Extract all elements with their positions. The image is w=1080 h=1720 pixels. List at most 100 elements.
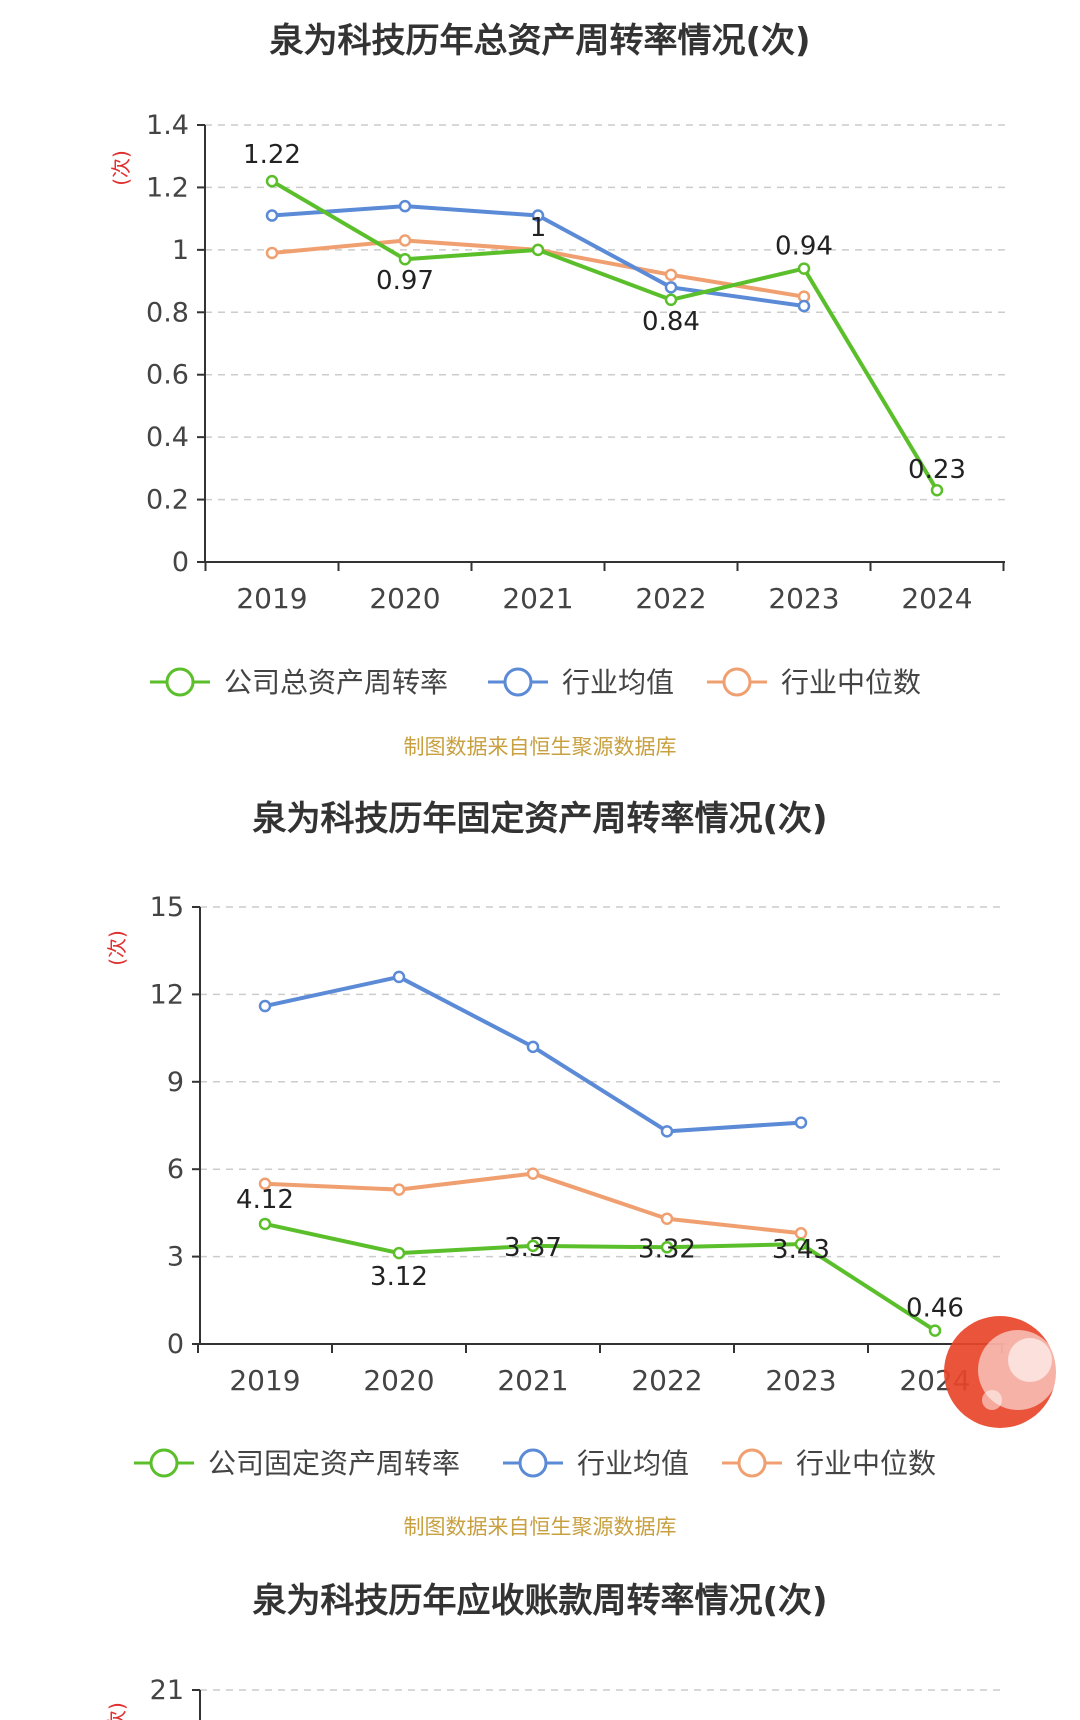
chart-receivables-turnover: 泉为科技历年应收账款周转率情况(次) (次) 21 [105,1581,1005,1720]
y-tick-label: 21 [150,1675,184,1706]
data-point [398,234,412,247]
y-tick-label: 9 [167,1067,184,1098]
data-label: 1 [530,213,547,243]
data-point [526,1167,540,1180]
x-tick-label: 2019 [229,1364,300,1397]
data-label: 0.23 [908,455,966,485]
data-label: 0.94 [775,232,833,262]
data-point [392,970,406,984]
data-point [398,252,412,266]
x-tick-label: 2023 [768,582,839,615]
data-point [392,1183,406,1196]
y-tick-label: 1 [172,235,189,266]
data-point [660,1125,674,1138]
legend-item-industry-avg[interactable]: 行业均值 [488,666,674,699]
legend: 公司固定资产周转率 行业均值 行业中位数 [134,1447,936,1480]
legend-item-industry-median[interactable]: 行业中位数 [707,666,921,699]
legend-label: 行业均值 [562,666,674,699]
y-tick-label: 15 [150,892,184,923]
series-line [270,179,939,492]
y-tick-label: 1.2 [146,172,189,203]
data-label: 0.46 [906,1294,964,1324]
chart-fixed-asset-turnover: 泉为科技历年固定资产周转率情况(次) (次) 0 3 6 9 12 15 2019 2020 2… [105,799,1058,1539]
data-point [531,243,545,257]
x-tick-label: 2021 [497,1364,568,1397]
data-point [398,199,412,213]
data-label: 0.84 [642,307,700,337]
chart-total-asset-turnover: 泉为科技历年总资产周转率情况(次) (次) 0 0.2 0.4 0.6 0.8 1 1.2 1… [109,21,1005,759]
y-axis-unit: (次) [109,150,133,186]
legend-label: 公司总资产周转率 [224,666,448,699]
data-label: 3.12 [370,1262,428,1292]
x-tick-label: 2022 [635,582,706,615]
data-label: 3.37 [504,1233,562,1263]
source-note: 制图数据来自恒生聚源数据库 [404,735,677,759]
x-tick-label: 2022 [631,1364,702,1397]
data-point [664,281,678,294]
data-point [258,999,272,1013]
x-tick-label: 2021 [502,582,573,615]
plot-area: 21 [150,1675,1005,1720]
data-point [660,1212,674,1225]
y-tick-label: 1.4 [146,110,189,141]
data-point [928,1324,942,1337]
data-point [797,299,811,313]
data-label: 1.22 [243,140,301,170]
y-tick-label: 6 [167,1154,184,1185]
y-tick-label: 0.4 [146,422,189,453]
source-note: 制图数据来自恒生聚源数据库 [404,1515,677,1539]
data-point [660,1241,674,1254]
series-line [264,1222,937,1333]
data-point [265,246,279,260]
chart-title: 泉为科技历年固定资产周转率情况(次) [252,799,827,839]
y-tick-label: 0.2 [146,485,189,516]
data-point [930,483,944,497]
x-tick-label: 2020 [363,1364,434,1397]
legend-item-company[interactable]: 公司固定资产周转率 [134,1447,460,1480]
legend-label: 行业中位数 [796,1447,936,1480]
data-label: 4.12 [236,1185,294,1215]
y-tick-label: 12 [150,979,184,1010]
y-tick-label: 0 [167,1329,184,1360]
data-point [258,1177,272,1191]
data-point [526,1239,540,1253]
stamp-seal [944,1316,1058,1428]
chart-title: 泉为科技历年总资产周转率情况(次) [269,21,810,61]
data-point [531,209,545,222]
data-point [797,262,811,275]
data-point [392,1246,406,1260]
x-tick-label: 2020 [369,582,440,615]
legend-label: 行业中位数 [781,666,921,699]
data-point [794,1237,808,1251]
plot-area: 0 0.2 0.4 0.6 0.8 1 1.2 1.4 2019 2020 2021 2022 2023… [146,110,1005,615]
y-axis-unit: (次) [105,1702,129,1720]
legend-item-company[interactable]: 公司总资产周转率 [150,666,448,699]
legend-item-industry-avg[interactable]: 行业均值 [503,1447,689,1480]
data-label: 0.97 [376,266,434,296]
legend: 公司总资产周转率 行业均值 行业中位数 [150,666,921,699]
data-point [664,293,678,307]
chart-title: 泉为科技历年应收账款周转率情况(次) [252,1581,827,1621]
legend-item-industry-median[interactable]: 行业中位数 [722,1447,936,1480]
data-point [265,174,279,188]
y-tick-label: 0 [172,547,189,578]
y-tick-label: 0.8 [146,297,189,328]
x-tick-label: 2024 [901,582,972,615]
data-label: 3.32 [638,1234,696,1264]
legend-label: 行业均值 [577,1447,689,1480]
y-tick-label: 0.6 [146,360,189,391]
data-label: 3.43 [772,1235,830,1265]
data-point [265,209,279,222]
y-tick-label: 3 [167,1242,184,1273]
series-line [264,1171,802,1236]
data-point [526,1040,540,1054]
data-point [664,268,678,282]
y-axis-unit: (次) [105,930,129,966]
x-tick-label: 2023 [765,1364,836,1397]
x-tick-label: 2019 [236,582,307,615]
data-point [794,1116,808,1129]
data-point [258,1217,272,1231]
series-line [264,974,802,1134]
